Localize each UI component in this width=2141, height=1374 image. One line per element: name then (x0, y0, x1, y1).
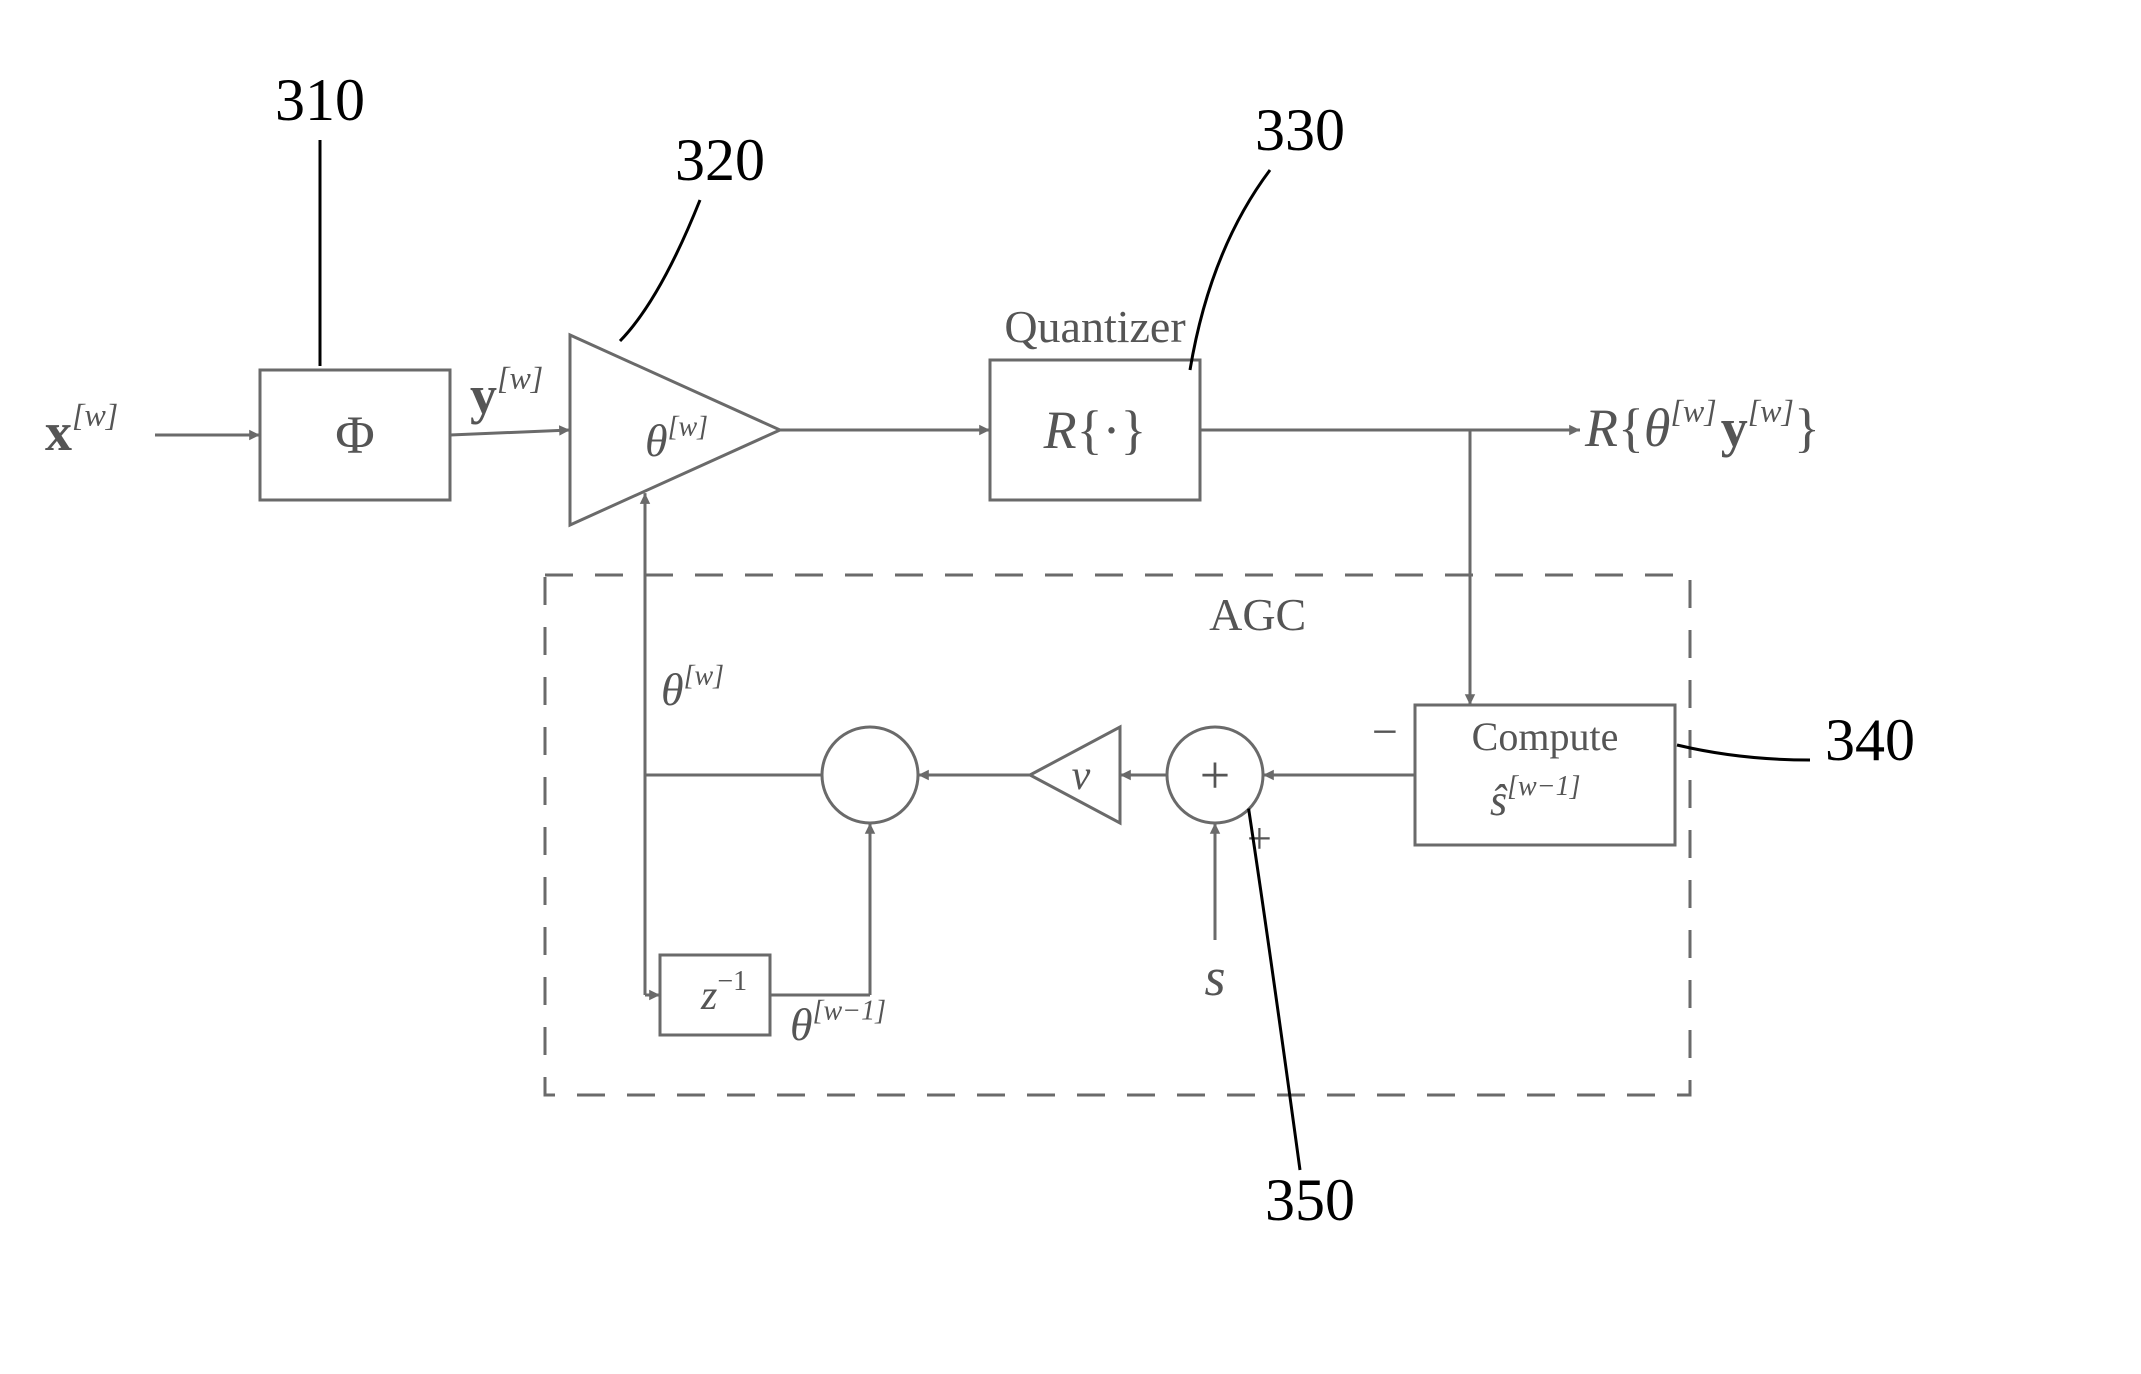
ref-340-leader (1677, 745, 1810, 760)
arrow-amp-quant-head (979, 425, 990, 435)
agc-caption: AGC (1209, 589, 1306, 640)
ref-320-leader (620, 200, 700, 341)
phi-label: Φ (335, 405, 374, 465)
compute-caption: Compute (1472, 714, 1619, 759)
arrow-tap-out-head (1569, 425, 1580, 435)
output-label: R{θ[w]y[w]} (1584, 393, 1820, 458)
arrow-z-sum1-head (865, 823, 875, 834)
ref-310: 310 (275, 67, 365, 133)
ref-350-leader (1249, 809, 1300, 1170)
ref-320: 320 (675, 127, 765, 193)
arrow-phi-amp (450, 430, 570, 435)
ref-330-leader (1190, 170, 1270, 370)
arrow-to-z-head (649, 990, 660, 1000)
y-label: y[w] (470, 360, 543, 425)
arrow-fb-up-head (640, 493, 650, 504)
sum2-plus: + (1200, 745, 1230, 805)
ref-350: 350 (1265, 1167, 1355, 1233)
sum1 (822, 727, 918, 823)
nu-label: ν (1072, 753, 1091, 799)
theta-label: θ[w] (645, 411, 708, 466)
arrow-compute-sum2-head (1263, 770, 1274, 780)
z-label: z−1 (700, 966, 747, 1019)
arrow-sum2-nu-head (1120, 770, 1131, 780)
s-hat-label: ŝ[w−1] (1490, 771, 1581, 825)
x-input-label: x[w] (45, 397, 118, 462)
theta-fb-label: θ[w] (661, 660, 724, 715)
arrow-tap-compute-head (1465, 694, 1475, 705)
s-label: s (1204, 947, 1225, 1007)
arrow-input-head (249, 430, 260, 440)
R-label: R{·} (1043, 400, 1147, 460)
quantizer-caption: Quantizer (1004, 301, 1185, 352)
ref-330: 330 (1255, 97, 1345, 163)
ref-340: 340 (1825, 707, 1915, 773)
arrow-s-sum2-head (1210, 823, 1220, 834)
arrow-phi-amp-head (559, 425, 570, 435)
arrow-nu-sum1-head (918, 770, 929, 780)
minus-sign: − (1372, 706, 1398, 757)
theta-prev-label: θ[w−1] (790, 995, 886, 1050)
